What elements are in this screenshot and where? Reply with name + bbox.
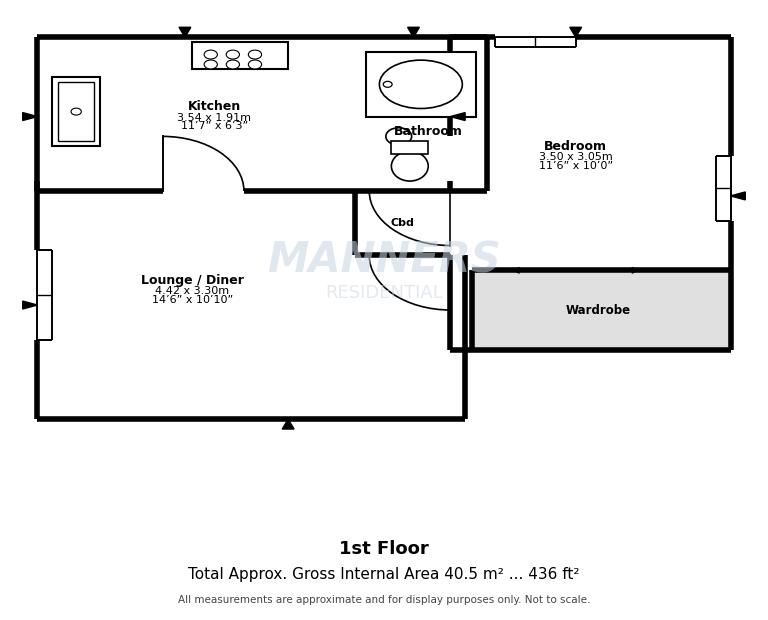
Text: 14’6” x 10’10”: 14’6” x 10’10” xyxy=(152,295,233,305)
Bar xyxy=(192,42,288,69)
Polygon shape xyxy=(179,27,190,37)
Circle shape xyxy=(383,81,392,87)
Circle shape xyxy=(204,50,217,59)
Text: MANNERS: MANNERS xyxy=(267,239,501,281)
Text: 11’7” x 6’3”: 11’7” x 6’3” xyxy=(180,122,248,131)
Circle shape xyxy=(71,108,81,115)
Circle shape xyxy=(227,60,240,69)
Bar xyxy=(392,141,429,154)
Bar xyxy=(38,37,355,191)
Text: 4.42 x 3.30m: 4.42 x 3.30m xyxy=(155,286,230,296)
Bar xyxy=(450,37,730,350)
Text: 3.50 x 3.05m: 3.50 x 3.05m xyxy=(539,153,613,162)
Circle shape xyxy=(227,50,240,59)
Polygon shape xyxy=(730,192,745,200)
Ellipse shape xyxy=(392,151,429,181)
Bar xyxy=(38,181,465,419)
Text: RESIDENTIAL: RESIDENTIAL xyxy=(325,283,443,302)
Polygon shape xyxy=(570,27,581,37)
Polygon shape xyxy=(408,27,419,37)
Text: Kitchen: Kitchen xyxy=(188,100,241,113)
Circle shape xyxy=(248,60,262,69)
Circle shape xyxy=(204,60,217,69)
Text: Lounge / Diner: Lounge / Diner xyxy=(141,274,243,286)
Bar xyxy=(355,191,450,255)
Bar xyxy=(355,37,487,191)
Text: 1st Floor: 1st Floor xyxy=(339,539,429,558)
Polygon shape xyxy=(23,301,38,309)
Text: Cbd: Cbd xyxy=(390,218,415,228)
Text: Total Approx. Gross Internal Area 40.5 m² ... 436 ft²: Total Approx. Gross Internal Area 40.5 m… xyxy=(188,567,580,582)
Ellipse shape xyxy=(386,128,412,145)
Circle shape xyxy=(248,50,262,59)
Ellipse shape xyxy=(379,60,462,108)
Text: Bathroom: Bathroom xyxy=(394,125,462,138)
Bar xyxy=(58,82,94,141)
Text: Bedroom: Bedroom xyxy=(545,140,607,153)
Bar xyxy=(472,270,730,350)
Text: All measurements are approximate and for display purposes only. Not to scale.: All measurements are approximate and for… xyxy=(178,595,590,605)
Polygon shape xyxy=(283,419,294,429)
Bar xyxy=(52,77,100,146)
Bar xyxy=(366,52,476,117)
Polygon shape xyxy=(23,113,38,120)
Polygon shape xyxy=(450,113,465,120)
Text: Wardrobe: Wardrobe xyxy=(565,304,631,316)
Text: 3.54 x 1.91m: 3.54 x 1.91m xyxy=(177,113,251,123)
Text: 11’6” x 10’0”: 11’6” x 10’0” xyxy=(538,161,613,171)
